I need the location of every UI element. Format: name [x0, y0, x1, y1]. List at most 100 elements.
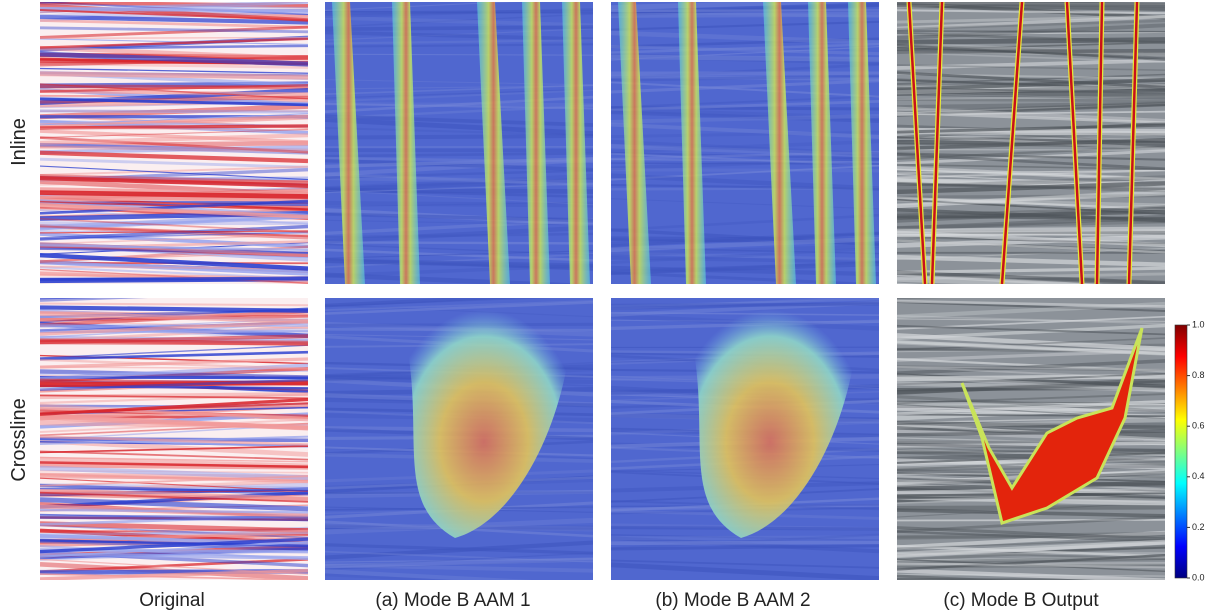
- reflector: [40, 445, 308, 454]
- reflector: [40, 474, 308, 482]
- reflector: [325, 117, 593, 136]
- reflector: [325, 569, 532, 580]
- reflector: [40, 175, 308, 188]
- colorbar-tick-label: 0.0: [1192, 572, 1205, 582]
- reflector: [325, 225, 593, 244]
- reflector: [897, 98, 1165, 103]
- reflector: [40, 253, 308, 271]
- reflector: [611, 164, 879, 181]
- reflector: [897, 282, 923, 284]
- reflector: [40, 230, 308, 234]
- reflector: [325, 172, 593, 187]
- reflector: [897, 219, 1165, 230]
- reflector: [325, 188, 593, 199]
- reflector: [40, 320, 308, 329]
- reflector: [611, 534, 879, 542]
- reflector: [325, 557, 593, 569]
- reflector: [325, 9, 593, 15]
- reflector: [897, 30, 1165, 33]
- reflector: [611, 130, 879, 139]
- reflector: [325, 43, 593, 48]
- reflector: [325, 218, 593, 236]
- reflector: [897, 153, 1165, 171]
- reflector: [40, 487, 308, 492]
- reflector: [611, 173, 879, 191]
- reflector: [611, 183, 879, 190]
- reflector: [897, 209, 1165, 220]
- reflector: [40, 114, 308, 127]
- reflector: [611, 20, 879, 31]
- reflector: [897, 558, 1165, 573]
- reflector: [325, 157, 593, 169]
- reflector: [897, 77, 1165, 92]
- reflector: [611, 81, 879, 98]
- reflector: [40, 150, 308, 164]
- reflector: [611, 213, 879, 232]
- reflector: [325, 169, 593, 179]
- reflector: [897, 324, 1165, 336]
- reflector: [325, 173, 593, 191]
- reflector: [40, 529, 308, 544]
- reflector: [897, 133, 1165, 151]
- reflector: [40, 67, 308, 74]
- reflector: [897, 365, 1165, 372]
- reflector: [325, 126, 593, 137]
- fault-body: [960, 327, 1144, 525]
- reflector: [40, 145, 308, 153]
- reflector: [897, 538, 1165, 550]
- reflector: [325, 85, 593, 90]
- row-label: Inline: [8, 118, 30, 166]
- reflector: [897, 318, 1165, 322]
- reflector: [40, 165, 308, 181]
- activation: [678, 2, 706, 284]
- reflector: [897, 530, 1165, 543]
- reflector: [40, 268, 308, 284]
- reflector: [897, 373, 1165, 382]
- panel: [897, 2, 1165, 284]
- reflector: [40, 113, 308, 126]
- reflector: [897, 266, 1165, 274]
- reflector: [897, 230, 1165, 248]
- reflector: [897, 526, 1165, 541]
- reflector: [611, 42, 879, 54]
- reflector: [897, 110, 1165, 116]
- reflector: [40, 344, 308, 359]
- colorbar-tick-label: 1.0: [1192, 319, 1205, 329]
- reflector: [325, 7, 593, 19]
- reflector: [611, 100, 879, 112]
- reflector: [40, 537, 308, 554]
- reflector: [897, 270, 1165, 284]
- reflector: [611, 10, 879, 14]
- reflector: [40, 514, 308, 522]
- reflector: [40, 477, 308, 492]
- reflector: [897, 103, 1165, 114]
- reflector: [40, 363, 308, 381]
- reflector: [40, 97, 308, 107]
- panel: [325, 298, 593, 580]
- activation: [763, 2, 796, 284]
- reflector: [611, 30, 879, 45]
- reflector: [611, 46, 879, 61]
- panel: [40, 298, 308, 580]
- reflector: [40, 497, 308, 512]
- reflector: [40, 558, 308, 575]
- reflector: [325, 102, 593, 107]
- reflector: [325, 53, 593, 56]
- fault: [1127, 2, 1139, 284]
- reflector: [611, 79, 879, 94]
- reflector: [40, 213, 308, 230]
- reflector: [611, 559, 879, 569]
- reflector: [325, 241, 593, 245]
- reflector: [325, 25, 593, 32]
- caption: (b) Mode B AAM 2: [655, 590, 810, 611]
- reflector: [325, 563, 593, 573]
- reflector: [40, 14, 308, 25]
- reflector: [897, 561, 1165, 566]
- reflector: [611, 168, 879, 173]
- reflector: [40, 261, 308, 273]
- reflector: [611, 122, 879, 139]
- reflector: [897, 190, 1165, 208]
- reflector: [897, 123, 1165, 134]
- reflector: [40, 402, 308, 415]
